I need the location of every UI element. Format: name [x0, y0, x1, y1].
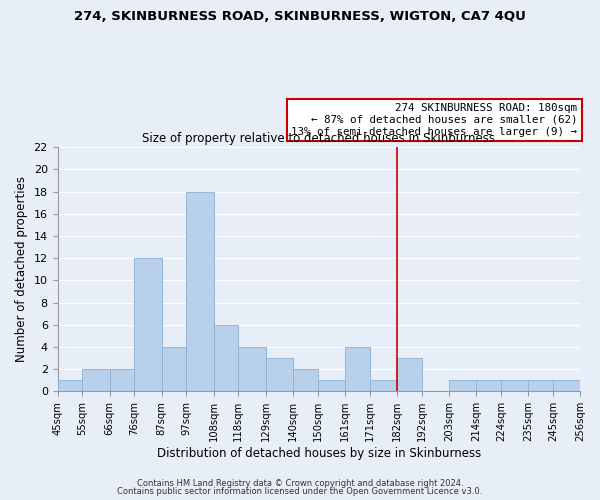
- Bar: [293, 369, 317, 392]
- Bar: [134, 258, 161, 392]
- Bar: [58, 380, 82, 392]
- Y-axis label: Number of detached properties: Number of detached properties: [15, 176, 28, 362]
- Bar: [186, 192, 214, 392]
- Text: 274, SKINBURNESS ROAD, SKINBURNESS, WIGTON, CA7 4QU: 274, SKINBURNESS ROAD, SKINBURNESS, WIGT…: [74, 10, 526, 23]
- Bar: [161, 347, 186, 392]
- Bar: [397, 358, 422, 392]
- Bar: [553, 380, 580, 392]
- X-axis label: Distribution of detached houses by size in Skinburness: Distribution of detached houses by size …: [157, 447, 481, 460]
- Bar: [501, 380, 528, 392]
- Bar: [370, 380, 397, 392]
- Bar: [317, 380, 345, 392]
- Bar: [82, 369, 110, 392]
- Bar: [345, 347, 370, 392]
- Bar: [214, 325, 238, 392]
- Bar: [110, 369, 134, 392]
- Bar: [528, 380, 553, 392]
- Bar: [238, 347, 266, 392]
- Bar: [266, 358, 293, 392]
- Text: Contains HM Land Registry data © Crown copyright and database right 2024.: Contains HM Land Registry data © Crown c…: [137, 478, 463, 488]
- Bar: [449, 380, 476, 392]
- Text: 274 SKINBURNESS ROAD: 180sqm
← 87% of detached houses are smaller (62)
13% of se: 274 SKINBURNESS ROAD: 180sqm ← 87% of de…: [292, 104, 577, 136]
- Title: Size of property relative to detached houses in Skinburness: Size of property relative to detached ho…: [142, 132, 495, 144]
- Bar: [476, 380, 501, 392]
- Text: Contains public sector information licensed under the Open Government Licence v3: Contains public sector information licen…: [118, 487, 482, 496]
